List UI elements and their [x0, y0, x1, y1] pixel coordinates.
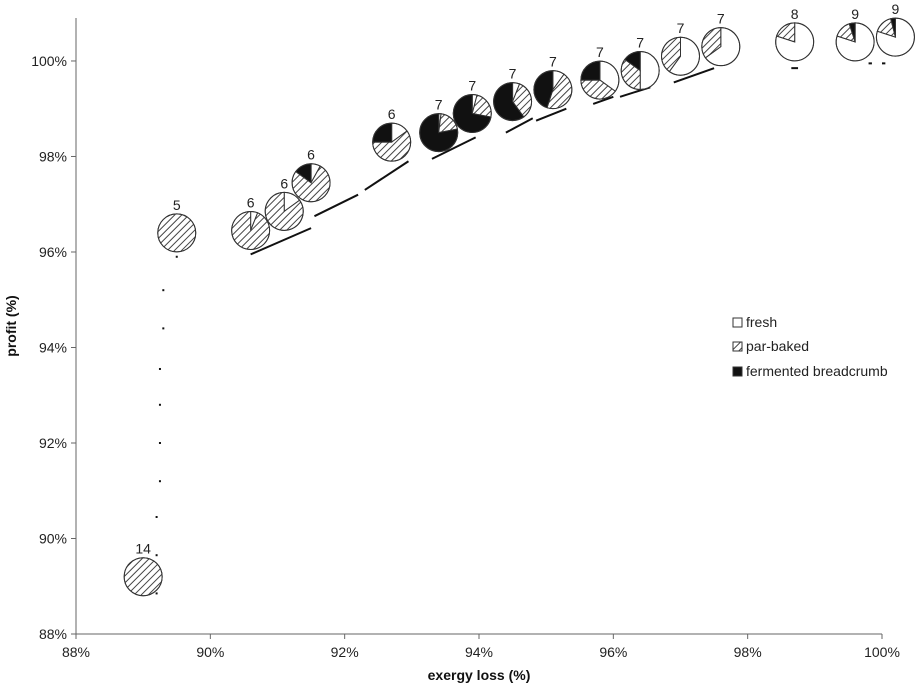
pie-marker: 7 [419, 97, 459, 153]
pie-count-label: 7 [549, 54, 557, 70]
pie-outline [291, 163, 331, 203]
pie-markers: 14 5 6 6 6 6 7 7 7 7 7 7 7 7 8 9 9 [123, 1, 915, 597]
y-tick-label: 98% [39, 148, 67, 164]
pie-count-label: 7 [636, 35, 644, 51]
y-tick-label: 96% [39, 244, 67, 260]
pie-outline [231, 210, 271, 250]
pie-slice-fresh [639, 51, 660, 91]
pie-marker: 9 [875, 1, 915, 57]
x-tick-label: 92% [331, 644, 359, 660]
pie-count-label: 7 [509, 66, 517, 82]
trail-segment [592, 95, 614, 105]
y-axis-title: profit (%) [3, 295, 19, 356]
pie-marker: 6 [372, 106, 412, 162]
pie-marker: 7 [452, 78, 492, 134]
y-tick-label: 94% [39, 339, 67, 355]
x-axis-title: exergy loss (%) [428, 667, 531, 683]
trail-segment [314, 193, 359, 218]
x-ticks: 88% 90% 92% 94% 96% 98% 100% [62, 634, 900, 660]
trail-segment [673, 67, 715, 84]
pie-marker: 7 [620, 35, 660, 91]
x-tick-label: 94% [465, 644, 493, 660]
pie-outline [264, 191, 304, 231]
pie-marker: 6 [291, 147, 331, 203]
y-ticks: 88% 90% 92% 94% 96% 98% 100% [31, 53, 76, 642]
pie-outline [775, 22, 815, 62]
pie-outline [620, 51, 660, 91]
pie-marker: 9 [835, 6, 875, 62]
trail-segment [364, 160, 410, 191]
pie-marker: 6 [231, 194, 271, 250]
y-tick-label: 90% [39, 530, 67, 546]
x-tick-label: 98% [734, 644, 762, 660]
pie-marker: 8 [775, 6, 815, 62]
pie-marker: 7 [661, 20, 700, 76]
legend-label-fermented: fermented breadcrumb [746, 363, 888, 379]
pie-outline [875, 17, 915, 57]
plot-area: 88% 90% 92% 94% 96% 98% 100% 88%90%92%94%96%98… [31, 1, 915, 660]
pareto-trail [155, 62, 886, 595]
pie-marker: 7 [533, 54, 573, 110]
legend-swatch-par-baked [732, 341, 743, 352]
pie-outline [419, 113, 459, 153]
pie-count-label: 8 [791, 6, 799, 22]
pie-marker: 7 [493, 66, 533, 122]
x-tick-label: 90% [196, 644, 224, 660]
y-tick-label: 92% [39, 435, 67, 451]
trail-segment [431, 136, 477, 160]
pie-count-label: 14 [135, 541, 151, 557]
trail-segment [535, 107, 567, 122]
pie-count-label: 6 [307, 147, 315, 163]
legend-label-fresh: fresh [746, 314, 777, 330]
pie-outline [580, 60, 620, 100]
pie-marker: 5 [157, 197, 197, 253]
pie-marker: 7 [580, 44, 620, 100]
pie-outline [123, 557, 163, 597]
pie-outline [835, 22, 875, 62]
pie-count-label: 7 [677, 20, 685, 36]
pie-count-label: 7 [717, 11, 725, 27]
legend-label-par-baked: par-baked [746, 338, 809, 354]
x-tick-label: 88% [62, 644, 90, 660]
pie-marker: 7 [701, 11, 741, 67]
pie-outline [493, 82, 533, 122]
legend-swatch-fermented [732, 366, 743, 377]
pie-count-label: 6 [247, 194, 255, 210]
pie-outline [533, 70, 573, 110]
pie-count-label: 7 [435, 97, 443, 113]
legend-item-par-baked: par-baked [732, 338, 809, 354]
y-tick-label: 88% [39, 626, 67, 642]
legend-item-fresh: fresh [732, 314, 777, 330]
pie-outline [452, 94, 492, 134]
legend-item-fermented: fermented breadcrumb [732, 363, 888, 379]
trail-segment [505, 117, 534, 134]
pie-count-label: 6 [388, 106, 396, 122]
pie-outline [661, 36, 700, 76]
pie-outline [372, 122, 412, 162]
legend-swatch-fresh [732, 317, 743, 328]
pie-count-label: 5 [173, 197, 181, 213]
x-tick-label: 100% [864, 644, 900, 660]
pie-count-label: 6 [280, 175, 288, 191]
x-tick-label: 96% [599, 644, 627, 660]
pie-outline [701, 27, 741, 67]
trail-segment [250, 227, 312, 256]
pie-marker: 6 [264, 175, 304, 231]
pie-outline [157, 213, 197, 253]
pie-marker: 14 [123, 541, 163, 597]
pie-count-label: 7 [468, 78, 476, 94]
pie-count-label: 9 [851, 6, 859, 22]
y-tick-label: 100% [31, 53, 67, 69]
pie-count-label: 7 [596, 44, 604, 60]
pie-count-label: 9 [892, 1, 900, 17]
legend: fresh par-baked fermented breadcrumb [732, 314, 888, 379]
